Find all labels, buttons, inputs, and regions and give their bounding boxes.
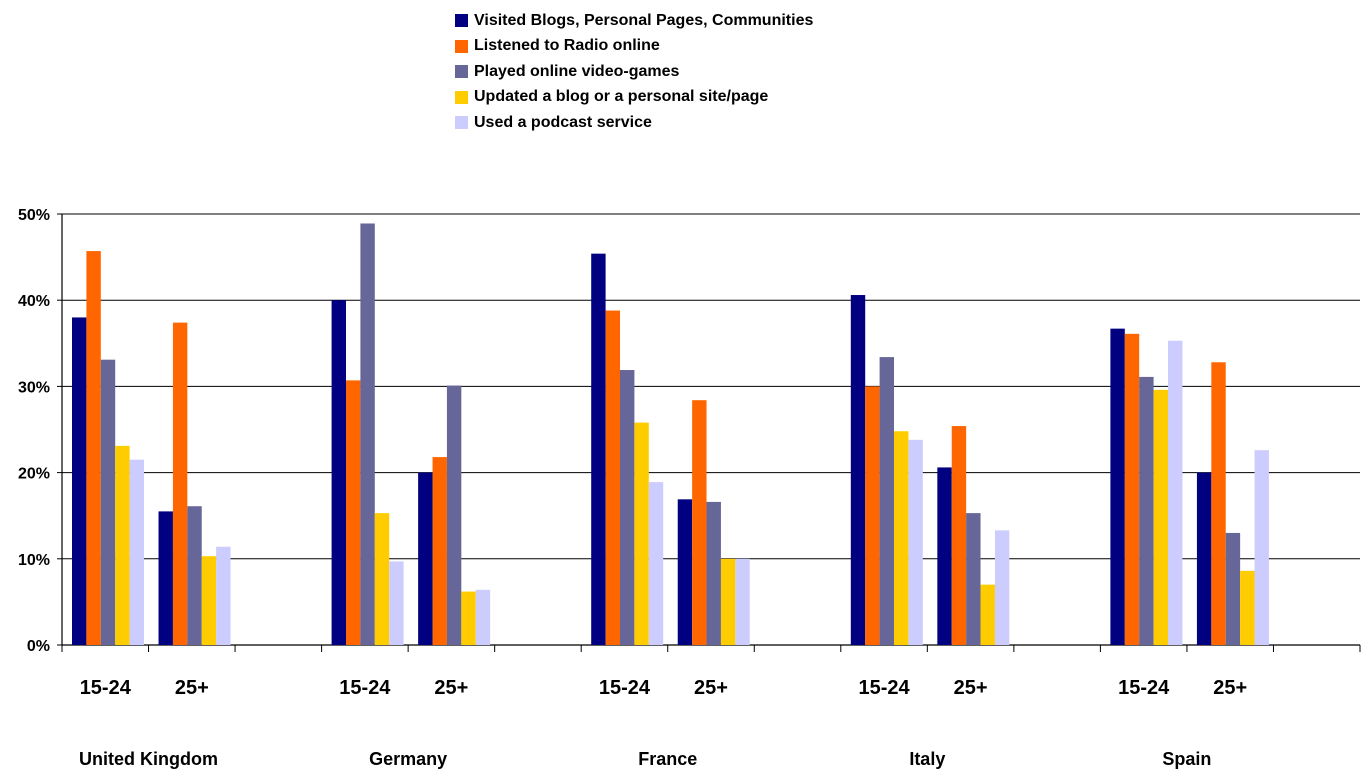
bar [201,556,217,645]
x-group-label: Italy [909,749,945,769]
x-subcategory-label: 15-24 [80,677,132,699]
bar [1168,340,1183,645]
bar [677,499,693,645]
bar [418,472,433,645]
legend-swatch [455,90,468,104]
bar [446,385,462,645]
legend-label: Updated a blog or a personal site/page [474,88,769,106]
legend-item: Visited Blogs, Personal Pages, Communiti… [455,8,813,34]
bar [634,422,649,645]
x-subcategory-label: 15-24 [1118,677,1170,699]
bar [389,561,404,645]
bar [187,506,202,645]
bar [100,359,116,645]
bar [216,546,231,645]
bar [1211,362,1226,645]
bar [158,511,173,645]
bar [461,591,476,645]
bar [360,223,375,645]
bar [865,386,880,645]
x-group-label: Germany [369,749,447,769]
x-group-label: Spain [1162,749,1211,769]
bar [1254,450,1269,645]
legend-item: Used a podcast service [455,110,813,136]
bar [374,513,390,645]
x-subcategory-label: 15-24 [599,677,651,699]
bar [591,253,606,646]
legend-label: Used a podcast service [474,113,652,131]
bar [331,300,346,645]
bar [937,467,952,645]
bar [72,317,87,645]
legend-label: Visited Blogs, Personal Pages, Communiti… [474,11,814,29]
bar [1153,389,1168,645]
y-tick-label: 30% [18,379,50,396]
legend-item: Listened to Radio online [455,34,813,60]
bar [1139,376,1154,645]
legend-item: Played online video-games [455,59,813,85]
bar [706,501,721,645]
x-subcategory-label: 25+ [434,677,468,699]
bar [1124,333,1140,645]
legend-swatch [455,116,468,130]
legend-swatch [455,65,468,79]
bar [994,530,1010,645]
x-subcategory-label: 25+ [954,677,988,699]
bar [115,445,130,645]
bar [850,295,866,645]
chart-legend: Visited Blogs, Personal Pages, Communiti… [455,8,813,136]
bar [346,380,361,645]
bar [908,439,923,645]
legend-label: Played online video-games [474,62,680,80]
x-subcategory-label: 15-24 [858,677,910,699]
y-tick-label: 20% [18,466,50,483]
bar [1240,570,1255,645]
legend-swatch [455,14,468,28]
bar [692,400,707,645]
legend-label: Listened to Radio online [474,37,660,55]
y-tick-label: 10% [18,552,50,569]
x-subcategory-label: 25+ [1213,677,1247,699]
bar [1225,532,1241,645]
bar [475,589,491,645]
x-subcategory-label: 25+ [694,677,728,699]
bar [172,322,188,645]
legend-item: Updated a blog or a personal site/page [455,85,813,111]
bar [432,457,447,645]
legend-swatch [455,39,468,53]
y-tick-label: 0% [27,638,50,655]
x-group-label: United Kingdom [79,749,218,769]
y-tick-label: 50% [18,207,50,224]
bar [894,431,909,645]
x-subcategory-label: 25+ [175,677,209,699]
bar [1110,328,1125,645]
bar [129,459,144,645]
bar [735,558,750,645]
x-subcategory-label: 15-24 [339,677,391,699]
bar [620,370,635,645]
bar [605,310,620,645]
y-tick-label: 40% [18,293,50,310]
bar [648,482,664,645]
bar [1196,472,1212,645]
bar [720,558,736,645]
bar [980,584,995,645]
bar [966,513,981,645]
x-group-label: France [638,749,697,769]
bar [86,251,101,646]
bar [951,426,967,645]
bar [879,357,894,645]
